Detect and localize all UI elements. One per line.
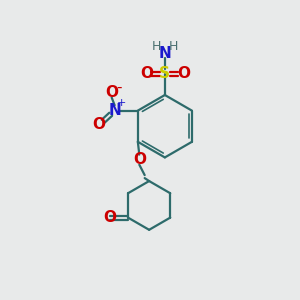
Text: O: O xyxy=(103,210,116,225)
Text: +: + xyxy=(116,98,126,108)
Text: O: O xyxy=(105,85,118,100)
Text: S: S xyxy=(159,66,170,81)
Text: N: N xyxy=(158,46,171,61)
Text: H: H xyxy=(152,40,161,53)
Text: O: O xyxy=(177,66,190,81)
Text: O: O xyxy=(133,152,146,167)
Text: -: - xyxy=(116,79,122,94)
Text: H: H xyxy=(169,40,178,53)
Text: O: O xyxy=(140,66,153,81)
Text: O: O xyxy=(93,117,106,132)
Text: N: N xyxy=(108,103,121,118)
